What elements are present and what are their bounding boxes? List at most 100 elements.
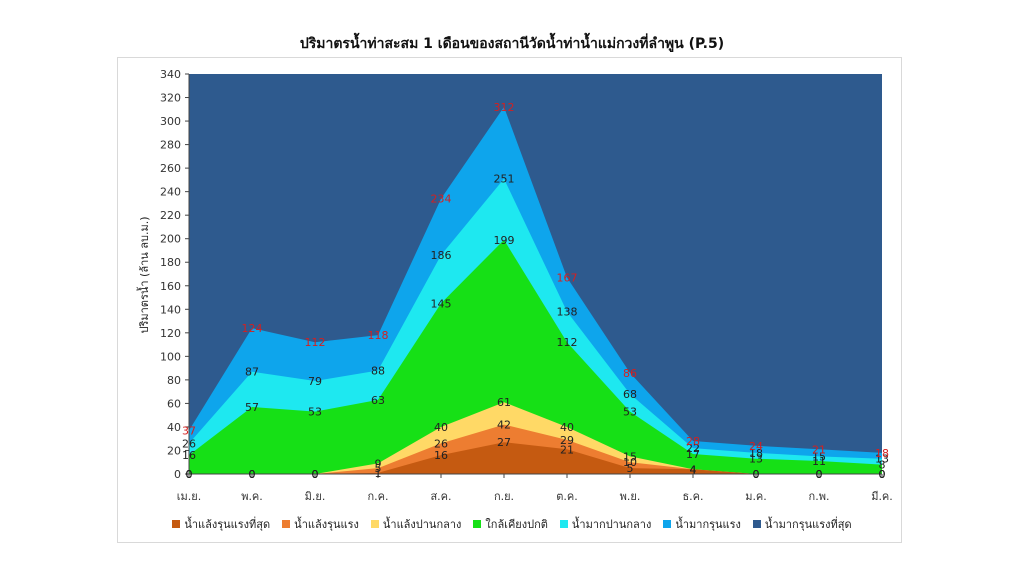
x-tick-label: มี.ค.: [871, 490, 893, 503]
data-label: 40: [434, 421, 448, 434]
data-label: 22: [686, 442, 700, 455]
x-tick-label: ต.ค.: [556, 490, 578, 503]
data-label: 16: [182, 449, 196, 462]
legend-item: น้ำมากรุนแรง: [663, 515, 741, 533]
data-label: 15: [812, 450, 826, 463]
legend-label: น้ำมากรุนแรง: [675, 518, 741, 531]
data-label: 18: [749, 447, 763, 460]
data-label: 57: [245, 401, 259, 414]
data-label: 68: [623, 388, 637, 401]
data-label: 13: [749, 453, 763, 466]
data-label: 0: [186, 468, 193, 481]
y-tick-label: 0: [174, 468, 181, 481]
y-tick-label: 60: [167, 397, 181, 410]
data-label: 18: [875, 447, 889, 460]
data-label: 186: [431, 249, 452, 262]
x-tick-label: ก.ย.: [494, 490, 514, 503]
data-label: 145: [431, 297, 452, 310]
data-label: 199: [494, 234, 515, 247]
data-label: 79: [308, 375, 322, 388]
area-0: [189, 442, 882, 474]
data-label: 42: [497, 419, 511, 432]
y-tick-label: 40: [167, 421, 181, 434]
x-tick-label: มิ.ย.: [305, 490, 326, 503]
data-label: 0: [249, 468, 256, 481]
legend-label: น้ำแล้งรุนแรงที่สุด: [184, 518, 271, 531]
data-label: 37: [182, 424, 196, 437]
data-label: 17: [686, 448, 700, 461]
legend-swatch: [370, 520, 379, 528]
data-label: 24: [749, 440, 763, 453]
data-label: 53: [308, 406, 322, 419]
legend-label: น้ำแล้งปานกลาง: [382, 518, 462, 531]
data-label: 167: [557, 272, 578, 285]
data-label: 26: [434, 437, 448, 450]
legend-swatch: [663, 520, 672, 528]
data-label: 0: [753, 468, 760, 481]
data-label: 251: [494, 173, 515, 186]
data-label: 0: [312, 468, 319, 481]
data-label: 0: [879, 468, 886, 481]
data-label: 4: [690, 463, 697, 476]
y-tick-label: 120: [160, 327, 181, 340]
data-label: 0: [816, 468, 823, 481]
legend-item: น้ำแล้งปานกลาง: [370, 515, 462, 533]
x-tick-label: ส.ค.: [430, 490, 451, 503]
y-tick-label: 260: [160, 162, 181, 175]
y-axis-label: ปริมาตรน้ำ (ล้าน ลบ.ม.): [138, 216, 151, 334]
legend-swatch: [172, 520, 181, 528]
data-label: 138: [557, 306, 578, 319]
legend-swatch: [473, 520, 482, 528]
data-label: 124: [242, 322, 263, 335]
data-label: 86: [623, 367, 637, 380]
legend-item: น้ำแล้งรุนแรงที่สุด: [172, 515, 270, 533]
y-tick-label: 20: [167, 444, 181, 457]
data-label: 0: [249, 468, 256, 481]
data-label: 8: [879, 459, 886, 472]
y-tick-label: 280: [160, 139, 181, 152]
data-label: 15: [623, 450, 637, 463]
legend-label: น้ำมากรุนแรงที่สุด: [764, 518, 852, 531]
data-label: 118: [368, 329, 389, 342]
chart-legend: น้ำแล้งรุนแรงที่สุด น้ำแล้งรุนแรง น้ำแล้งป…: [0, 515, 1024, 533]
legend-swatch: [559, 520, 568, 528]
data-label: 4: [690, 463, 697, 476]
data-label: 13: [875, 453, 889, 466]
data-label: 61: [497, 396, 511, 409]
data-label: 0: [312, 468, 319, 481]
data-label: 40: [560, 421, 574, 434]
data-label: 16: [434, 449, 448, 462]
data-label: 0: [186, 468, 193, 481]
y-tick-label: 140: [160, 303, 181, 316]
y-tick-label: 340: [160, 68, 181, 81]
data-label: 26: [182, 437, 196, 450]
x-tick-label: ก.พ.: [809, 490, 830, 503]
data-label: 27: [497, 436, 511, 449]
data-label: 0: [753, 468, 760, 481]
data-label: 21: [812, 443, 826, 456]
x-tick-label: ธ.ค.: [682, 490, 703, 503]
data-label: 0: [879, 468, 886, 481]
data-label: 5: [627, 462, 634, 475]
data-label: 53: [623, 406, 637, 419]
data-label: 0: [816, 468, 823, 481]
chart-title: ปริมาตรน้ำท่าสะสม 1 เดือนของสถานีวัดน้ำท…: [299, 36, 725, 52]
legend-item: น้ำมากปานกลาง: [559, 515, 651, 533]
y-tick-label: 300: [160, 115, 181, 128]
x-tick-label: พ.ย.: [620, 490, 641, 503]
area-3: [189, 239, 882, 474]
data-label: 0: [879, 468, 886, 481]
data-label: 9: [375, 457, 382, 470]
data-label: 11: [812, 455, 826, 468]
legend-label: ใกล้เคียงปกติ: [485, 518, 548, 531]
legend-label: น้ำแล้งรุนแรง: [294, 518, 359, 531]
y-tick-label: 320: [160, 92, 181, 105]
legend-swatch: [282, 520, 291, 528]
data-label: 0: [186, 468, 193, 481]
data-label: 87: [245, 366, 259, 379]
y-tick-label: 180: [160, 256, 181, 269]
data-label: 63: [371, 394, 385, 407]
data-label: 5: [375, 462, 382, 475]
data-label: 1: [375, 467, 382, 480]
